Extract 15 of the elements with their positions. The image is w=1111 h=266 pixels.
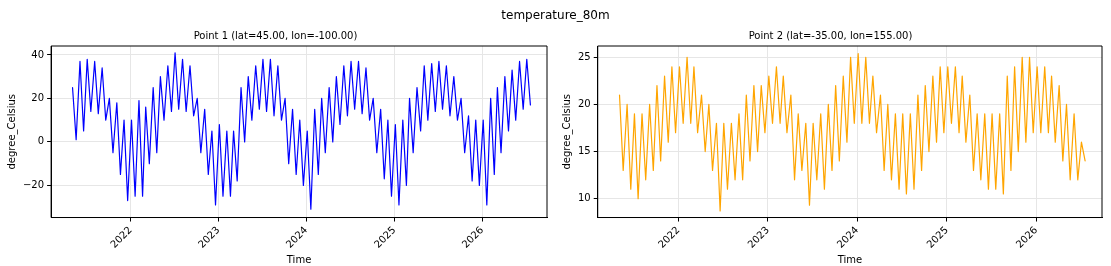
y-tick-label: 10 (577, 192, 591, 204)
y-axis-title: degree_Celsius (5, 94, 18, 170)
chart-title: Point 2 (lat=-35.00, lon=155.00) (748, 29, 913, 41)
y-tick-label: 40 (31, 48, 45, 60)
y-tick-label: 0 (37, 135, 45, 147)
x-axis-title: Time (285, 253, 312, 265)
text: temperature_80m (500, 7, 611, 24)
x-axis-title: Time (836, 253, 863, 265)
y-tick-label: 25 (577, 50, 591, 62)
y-axis-title: degree_Celsius (560, 94, 573, 170)
y-tick-label: 20 (577, 98, 591, 110)
y-tick-label: −20 (22, 178, 45, 190)
y-tick-label: 15 (577, 145, 591, 157)
y-tick-label: 20 (31, 91, 45, 103)
chart-title: Point 1 (lat=45.00, lon=-100.00) (193, 29, 358, 41)
